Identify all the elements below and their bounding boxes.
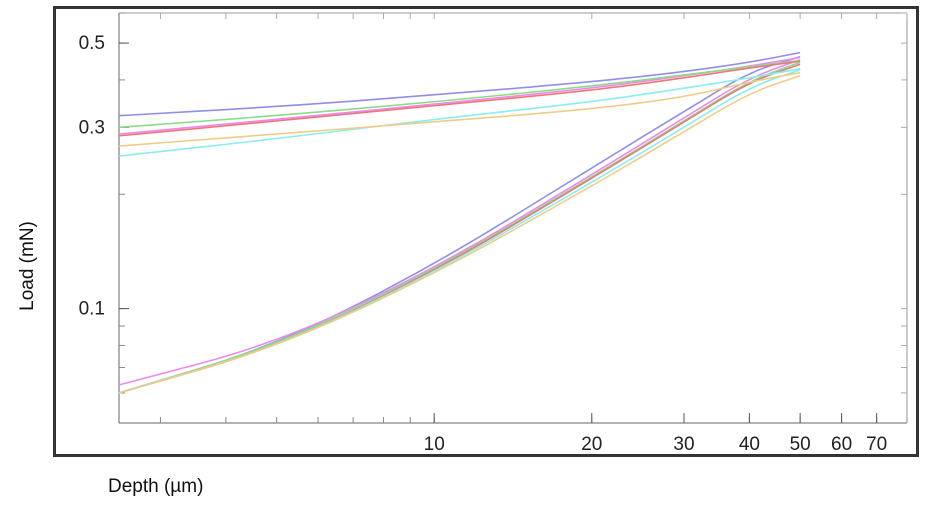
series-1-unloading-line [118,51,801,117]
series-1-loading-line [118,56,801,394]
series-4-loading-line [118,63,801,394]
x-tick-label: 10 [424,434,445,454]
chart-plot-area: 10 20 30 40 50 60 70 0.1 0.3 0.5 [79,12,908,454]
series-3-unloading-line [118,59,801,129]
y-tick-label: 0.5 [79,33,105,54]
x-tick-label: 40 [739,434,760,454]
series-5-unloading-line [118,67,801,157]
chart-frame: 10 20 30 40 50 60 70 0.1 0.3 0.5 [53,6,919,457]
series-3-loading-line [118,61,801,394]
x-tick-label: 60 [831,434,852,454]
series-5-loading-line [118,69,801,394]
x-tick-label: 50 [790,434,811,454]
x-tick-label: 70 [866,434,887,454]
series-6-loading-line [118,75,801,394]
x-tick-label: 30 [673,434,694,454]
x-tick-label: 20 [581,434,602,454]
series-2-loading-line [118,58,801,386]
series-6-unloading-line [118,71,801,147]
series-4-unloading-line [118,60,801,137]
x-axis-label: Depth (µm) [108,476,204,497]
y-tick-label: 0.3 [79,117,105,138]
y-axis-label: Load (mN) [17,221,38,311]
y-tick-label: 0.1 [79,299,105,320]
